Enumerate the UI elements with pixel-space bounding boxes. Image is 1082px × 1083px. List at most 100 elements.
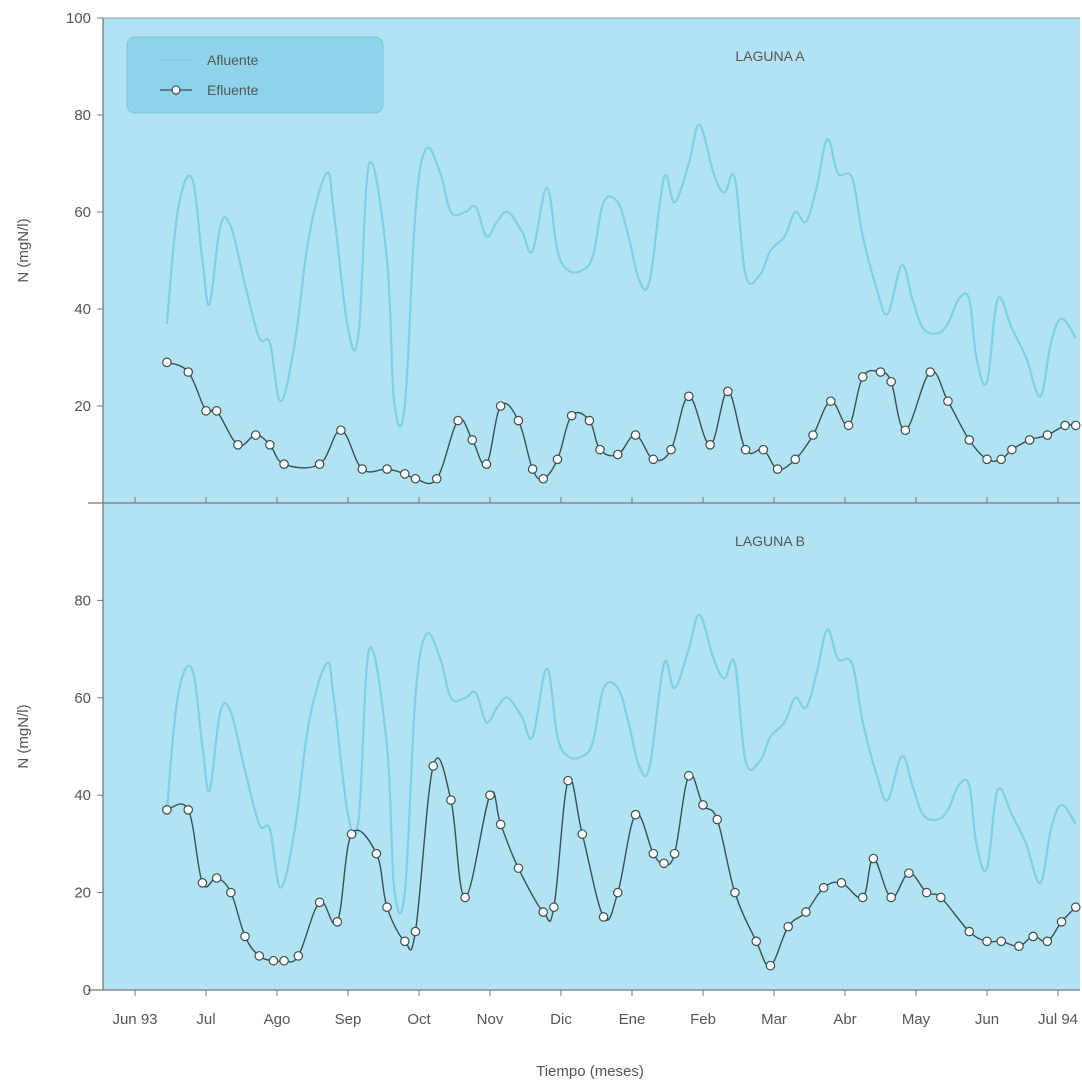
legend-label-efluente: Efluente [207,82,259,98]
data-point [630,430,641,440]
data-point [201,406,211,416]
data-point [233,439,243,450]
data-point [431,473,442,484]
data-point [808,430,818,440]
data-point [904,868,914,878]
data-point [801,907,811,917]
data-point [513,863,524,874]
data-point [549,902,559,913]
x-axis-title: Tiempo (meses) [536,1063,644,1080]
data-point [783,921,793,932]
legend-box [126,36,384,114]
y-tick-label: 60 [74,690,91,707]
data-point [467,435,478,445]
data-point [683,391,694,402]
data-point [843,420,854,431]
data-point [921,887,932,898]
y-axis-title: N (mgN/l) [15,218,32,282]
x-tick-label: Jun [975,1011,999,1028]
data-point [857,892,868,903]
x-tick-label: May [902,1011,931,1028]
data-point [513,415,524,426]
data-point [943,396,953,406]
x-tick-label: Oct [407,1011,431,1028]
data-point [683,770,694,781]
data-point [481,459,492,469]
y-tick-label: 40 [74,301,91,318]
x-tick-label: Abr [833,1011,856,1028]
data-point [382,464,392,474]
data-point [1056,917,1067,927]
data-point [279,955,289,966]
series-layer [162,123,1081,971]
data-point [566,410,577,421]
data-point [765,960,776,971]
data-point [162,805,172,815]
data-point [698,800,708,810]
x-tick-label: Jul [196,1011,215,1028]
x-tick-label: Ene [619,1011,646,1028]
data-point [875,367,886,377]
data-point [346,829,357,839]
data-point [162,357,172,368]
data-point [293,951,304,961]
data-point [886,892,896,903]
data-point [211,406,222,416]
data-point [332,917,343,927]
data-point [964,926,975,937]
data-point [399,469,410,479]
data-point [428,761,438,771]
data-point [265,439,275,450]
panel-title: LAGUNA A [735,48,805,64]
data-point [659,858,669,869]
data-point [790,454,801,465]
data-point [211,873,222,883]
data-point [1070,420,1081,431]
y-axis-title: N (mgN/l) [15,704,32,768]
data-point [552,454,563,465]
data-point [240,931,250,942]
data-point [460,892,470,903]
data-point [612,449,623,460]
data-point [485,790,495,800]
data-point [183,367,194,377]
data-point [1028,931,1038,942]
data-point [577,829,588,839]
data-point [925,367,935,377]
data-point [1070,902,1081,913]
data-point [495,819,506,830]
data-point [336,425,346,436]
data-point [357,464,367,474]
data-point [598,912,609,922]
data-point [314,459,325,469]
series-afluente-line [165,613,1077,915]
panel-title: LAGUNA B [735,533,805,549]
data-point [730,887,740,898]
data-point [648,848,659,859]
data-point [538,473,549,484]
legend-marker [171,85,181,95]
y-tick-label: 80 [74,592,91,609]
data-point [584,415,595,426]
data-point [936,892,946,903]
x-tick-label: Nov [477,1011,504,1028]
data-point [314,897,325,908]
data-point [857,372,868,382]
data-point [705,439,715,450]
plot-backgrounds [103,18,1080,990]
data-point [648,454,659,465]
x-tick-label: Ago [264,1011,291,1028]
data-point [868,853,879,864]
labels: 100 80 60 40 20 N (mgN/l) LAGUNA A 80 60 40 20 0 N (… [15,10,1078,1080]
legend: Afluente Efluente [126,36,384,114]
data-point [410,473,421,484]
data-point [836,878,847,888]
data-point [446,795,456,805]
x-tick-label: Feb [690,1011,716,1028]
axes [88,17,1080,996]
data-point [1042,936,1053,947]
data-point [495,401,506,411]
data-point [982,936,992,947]
x-tick-label: Jul 94 [1038,1011,1078,1028]
x-tick-label: Mar [761,1011,787,1028]
